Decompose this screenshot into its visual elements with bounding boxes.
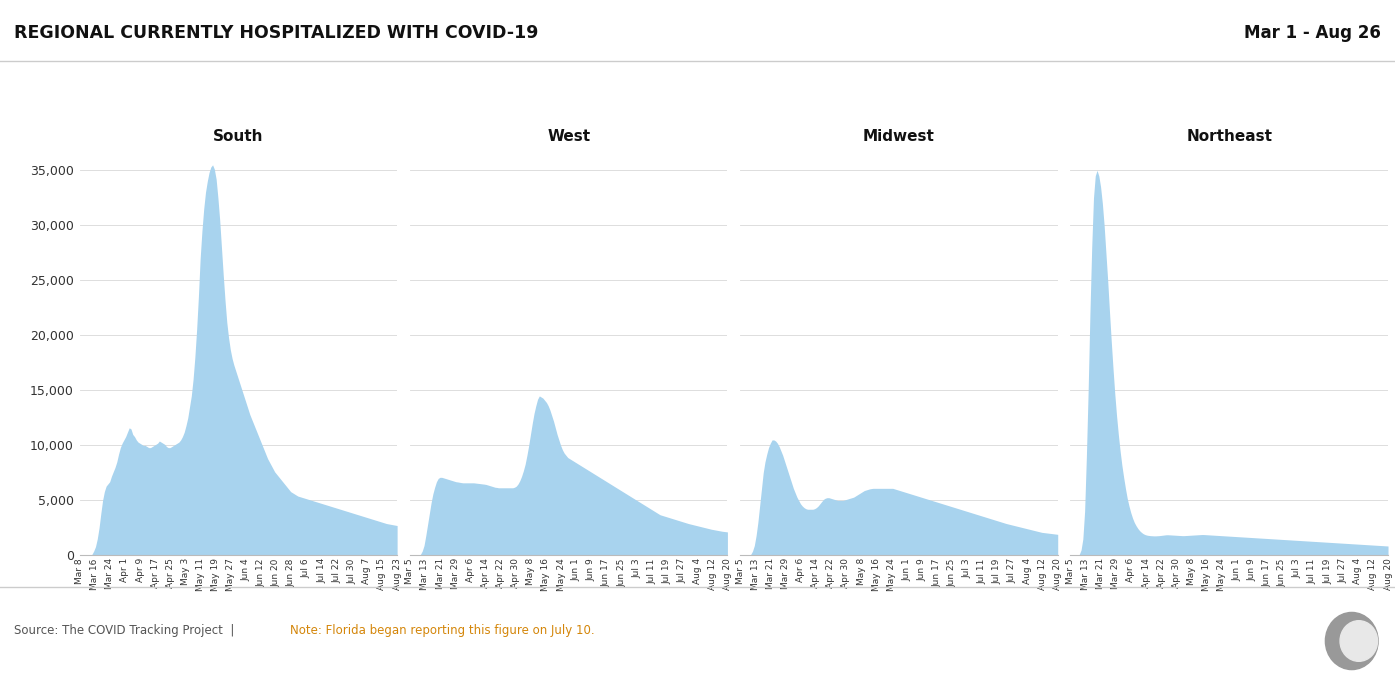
Title: Midwest: Midwest: [864, 130, 935, 144]
Text: Note: Florida began reporting this figure on July 10.: Note: Florida began reporting this figur…: [290, 624, 594, 638]
Title: South: South: [213, 130, 264, 144]
Title: West: West: [547, 130, 590, 144]
Circle shape: [1341, 621, 1377, 661]
Text: REGIONAL CURRENTLY HOSPITALIZED WITH COVID-19: REGIONAL CURRENTLY HOSPITALIZED WITH COV…: [14, 24, 538, 42]
Circle shape: [1325, 613, 1378, 669]
Text: Source: The COVID Tracking Project  |: Source: The COVID Tracking Project |: [14, 624, 241, 638]
Text: Mar 1 - Aug 26: Mar 1 - Aug 26: [1244, 24, 1381, 42]
Title: Northeast: Northeast: [1186, 130, 1272, 144]
